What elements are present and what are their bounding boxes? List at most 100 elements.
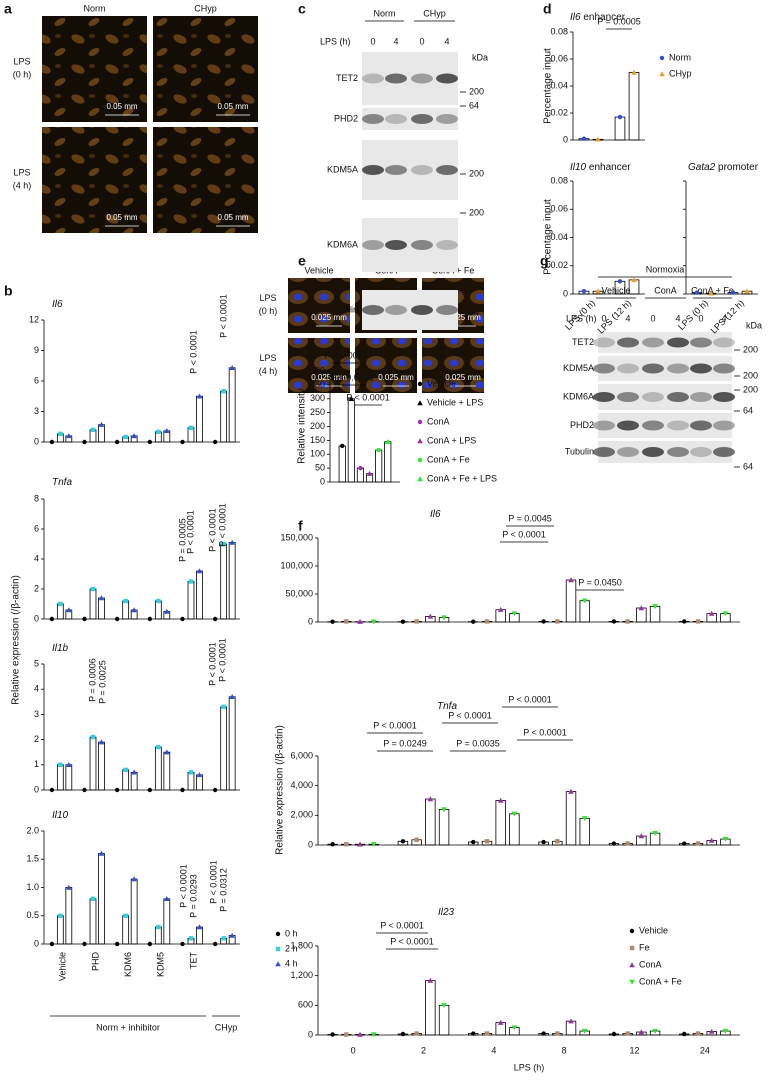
bar-point — [91, 587, 95, 591]
chart-title: Il10 — [52, 810, 69, 821]
y-tick-label: 6 — [34, 375, 39, 385]
bar-point — [414, 1031, 418, 1035]
size-marker: 64 — [743, 405, 753, 415]
bar-point — [612, 841, 616, 845]
y-tick-label: 100 — [310, 449, 325, 459]
y-tick-label: 0.08 — [550, 26, 568, 36]
band — [362, 240, 384, 250]
bar-point — [156, 745, 160, 749]
bar-point — [148, 788, 152, 792]
y-tick-label: 3 — [34, 709, 39, 719]
blot-row-label: KDM5A — [563, 363, 594, 373]
bar — [57, 604, 63, 619]
bar-point — [612, 1032, 616, 1036]
bar-point — [58, 432, 62, 436]
x-tick-label: TET — [188, 951, 198, 969]
gene-name: Il23 — [438, 907, 455, 918]
p-value: P < 0.0001 — [324, 350, 368, 360]
bar-point — [180, 440, 184, 444]
bar-point — [82, 788, 86, 792]
blot-row-label: Tubulin — [329, 304, 358, 314]
bar — [439, 1005, 449, 1035]
band — [436, 165, 458, 175]
bar-point — [401, 1032, 405, 1036]
p-value: P = 0.0005 — [597, 16, 641, 26]
p-value: P < 0.0001 — [448, 710, 492, 720]
band — [593, 392, 615, 402]
bar — [375, 450, 381, 482]
band — [713, 338, 735, 348]
legend-marker — [418, 458, 422, 462]
p-value: P < 0.0001 — [373, 720, 417, 730]
blot-row-label: PHD2 — [334, 113, 358, 123]
blot-row-label: TET2 — [572, 337, 594, 347]
y-axis-label: Percentage input — [543, 199, 554, 275]
y-tick-label: 2 — [34, 583, 39, 593]
chart-title: Gata2 promoter — [688, 162, 759, 173]
bar-point — [189, 579, 193, 583]
band — [385, 165, 407, 175]
band — [642, 447, 664, 457]
y-tick-label: 0 — [34, 613, 39, 623]
legend-marker — [629, 980, 635, 985]
p-value: P < 0.0001 — [207, 508, 217, 552]
x-axis-label: LPS (h) — [514, 1062, 545, 1072]
bar-point — [485, 839, 489, 843]
bar — [197, 775, 203, 790]
legend-label: 0 h — [285, 928, 298, 938]
gene-name: Tnfa — [52, 477, 72, 488]
p-value: P < 0.0001 — [502, 529, 546, 539]
bar-point — [123, 914, 127, 918]
bar — [615, 117, 625, 140]
bar — [439, 809, 449, 845]
size-marker: 200 — [469, 207, 484, 217]
band — [362, 74, 384, 84]
bar — [566, 580, 576, 622]
bar-point — [401, 620, 405, 624]
lane-label: 4 — [393, 36, 398, 46]
group-label: Norm + inhibitor — [96, 1022, 160, 1032]
bar-point — [50, 942, 54, 946]
legend-label: Vehicle + LPS — [427, 397, 483, 407]
gene-name: Il10 — [52, 810, 69, 821]
gene-name: Gata2 — [688, 162, 716, 173]
y-tick-label: 300 — [310, 393, 325, 403]
bar-point — [618, 279, 622, 283]
p-value: P = 0.0312 — [218, 868, 228, 912]
chart-title: Tnfa — [52, 477, 72, 488]
y-tick-label: 0 — [563, 288, 568, 298]
bar-point — [50, 440, 54, 444]
bar — [229, 368, 235, 442]
row-label: (4 h) — [259, 366, 278, 376]
bar-point — [612, 619, 616, 623]
legend-marker — [276, 932, 280, 936]
gene-name: Il6 — [570, 12, 581, 23]
bar-point — [123, 435, 127, 439]
bar — [164, 752, 170, 790]
bar-point — [50, 788, 54, 792]
band — [362, 165, 384, 175]
p-value: P < 0.0001 — [523, 727, 567, 737]
row-label: LPS — [13, 56, 30, 66]
bar — [90, 737, 96, 790]
x-tick-label: LPS (12 h) — [709, 298, 746, 335]
group-label: CHyp — [215, 1022, 238, 1032]
y-tick-label: 9 — [34, 345, 39, 355]
chart-title: Il10 enhancer — [570, 162, 631, 173]
y-tick-label: 1,200 — [290, 970, 313, 980]
y-tick-label: 50 — [315, 463, 325, 473]
bar — [123, 601, 129, 619]
bar-point — [485, 1031, 489, 1035]
y-axis-label: Relative intensity — [297, 388, 308, 464]
bar — [566, 792, 576, 845]
size-marker: 200 — [743, 370, 758, 380]
x-tick-label: 12 — [629, 1045, 639, 1055]
panel-letter: d — [543, 1, 552, 17]
x-tick-label: KDM5 — [156, 952, 166, 977]
x-tick-label: 4 — [491, 1045, 496, 1055]
kda-label: kDa — [746, 320, 762, 330]
band — [411, 74, 433, 84]
bar-point — [82, 440, 86, 444]
y-tick-label: 100,000 — [280, 560, 313, 570]
y-tick-label: 200 — [310, 421, 325, 431]
